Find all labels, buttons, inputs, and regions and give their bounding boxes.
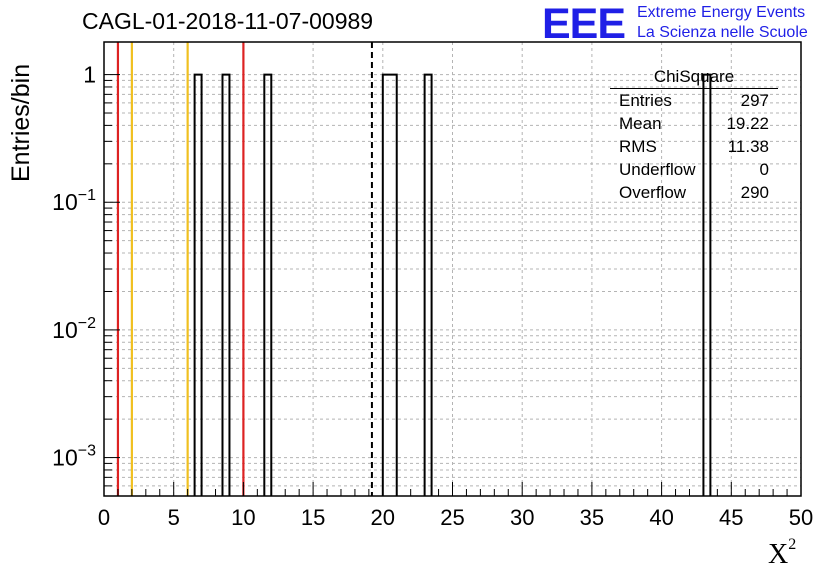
histogram-bin (193, 73, 203, 496)
x-tick-label: 25 (440, 505, 464, 530)
x-tick-label: 20 (371, 505, 395, 530)
x-axis-label-superscript: 2 (788, 536, 797, 553)
histogram-bin (423, 73, 433, 496)
y-tick-label: 10−3 (52, 443, 96, 471)
x-tick-label: 5 (168, 505, 180, 530)
y-tick-label: 10−1 (52, 187, 96, 215)
x-axis-label-base: X (768, 539, 789, 570)
stats-row-mean: Mean 19.22 (610, 112, 778, 135)
logo-line-1: Extreme Energy Events (637, 4, 806, 21)
logo-line-2: La Scienza nelle Scuole (637, 24, 808, 41)
y-tick-label-exponent: −2 (78, 315, 96, 332)
stats-value: 0 (759, 160, 769, 179)
stats-row-underflow: Underflow 0 (610, 158, 778, 181)
stats-label: Underflow (619, 160, 696, 179)
y-tick-label-base: 1 (83, 62, 96, 88)
stats-value: 297 (740, 91, 769, 110)
stats-label: RMS (619, 137, 657, 156)
x-tick-label: 15 (301, 505, 325, 530)
stats-value: 290 (740, 183, 769, 202)
y-tick-label: 1 (83, 62, 96, 88)
y-axis-label: Entries/bin (7, 63, 35, 182)
histogram-bin (381, 73, 398, 496)
eee-logo: EEE (542, 0, 626, 48)
y-tick-label-base: 10 (52, 189, 78, 215)
x-tick-label: 40 (649, 505, 673, 530)
stats-row-entries: Entries 297 (610, 89, 778, 112)
stats-box: ChiSquare Entries 297 Mean 19.22 RMS 11.… (610, 66, 778, 204)
grid-lines (104, 42, 801, 497)
x-tick-label: 35 (580, 505, 604, 530)
stats-label: Entries (619, 91, 672, 110)
histogram-bin (702, 73, 712, 496)
stats-row-rms: RMS 11.38 (610, 135, 778, 158)
x-tick-label: 50 (789, 505, 813, 530)
x-tick-label: 10 (231, 505, 255, 530)
axis-ticks (103, 74, 802, 497)
x-tick-label: 30 (510, 505, 534, 530)
x-tick-label: 0 (98, 505, 110, 530)
y-tick-label-exponent: −3 (78, 443, 96, 460)
stats-title: ChiSquare (610, 66, 778, 89)
stats-value: 11.38 (727, 137, 769, 156)
histogram-bin (263, 73, 273, 496)
y-tick-label-base: 10 (52, 317, 78, 343)
x-axis-label: X2 (768, 536, 796, 571)
histogram-bins (193, 73, 712, 496)
stats-label: Overflow (619, 183, 687, 202)
stats-row-overflow: Overflow 290 (610, 181, 778, 204)
x-tick-label: 45 (719, 505, 743, 530)
chart-title: CAGL-01-2018-11-07-00989 (82, 8, 374, 34)
stats-label: Mean (619, 114, 662, 133)
y-tick-label: 10−2 (52, 315, 96, 343)
y-tick-label-exponent: −1 (78, 187, 96, 204)
histogram-bin (221, 73, 231, 496)
reference-lines (116, 42, 373, 496)
y-tick-label-base: 10 (52, 445, 78, 471)
stats-value: 19.22 (726, 114, 769, 133)
